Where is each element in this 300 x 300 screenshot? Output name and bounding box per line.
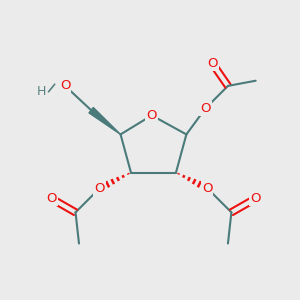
Text: H: H <box>37 85 46 98</box>
Text: O: O <box>146 109 157 122</box>
Text: O: O <box>202 182 212 195</box>
Text: O: O <box>60 80 70 92</box>
Text: O: O <box>200 102 211 115</box>
Text: O: O <box>207 57 217 70</box>
Polygon shape <box>89 107 121 134</box>
Text: O: O <box>94 182 105 195</box>
Text: O: O <box>250 192 261 205</box>
Text: O: O <box>46 192 56 205</box>
